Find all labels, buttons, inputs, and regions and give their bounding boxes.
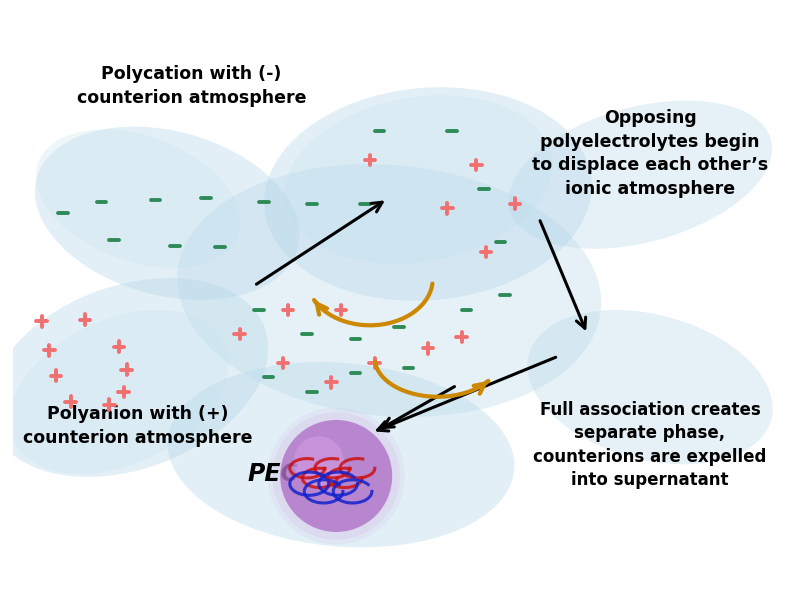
Ellipse shape [264, 87, 592, 300]
Ellipse shape [168, 362, 514, 547]
Circle shape [280, 420, 392, 532]
Ellipse shape [284, 95, 552, 264]
Text: PEC: PEC [248, 462, 299, 486]
Text: Full association creates
separate phase,
counterions are expelled
into supernata: Full association creates separate phase,… [533, 401, 767, 490]
Circle shape [272, 412, 400, 540]
Text: Opposing
polyelectrolytes begin
to displace each other’s
ionic atmosphere: Opposing polyelectrolytes begin to displ… [532, 109, 768, 198]
Circle shape [294, 436, 344, 487]
Ellipse shape [527, 310, 773, 465]
Ellipse shape [35, 127, 299, 300]
Ellipse shape [0, 278, 268, 477]
Text: Polyanion with (+)
counterion atmosphere: Polyanion with (+) counterion atmosphere [24, 405, 253, 447]
Circle shape [268, 408, 405, 545]
Ellipse shape [177, 164, 601, 417]
Ellipse shape [508, 100, 772, 248]
Ellipse shape [36, 130, 240, 268]
Text: Polycation with (-)
counterion atmosphere: Polycation with (-) counterion atmospher… [77, 65, 306, 106]
Ellipse shape [10, 310, 228, 474]
